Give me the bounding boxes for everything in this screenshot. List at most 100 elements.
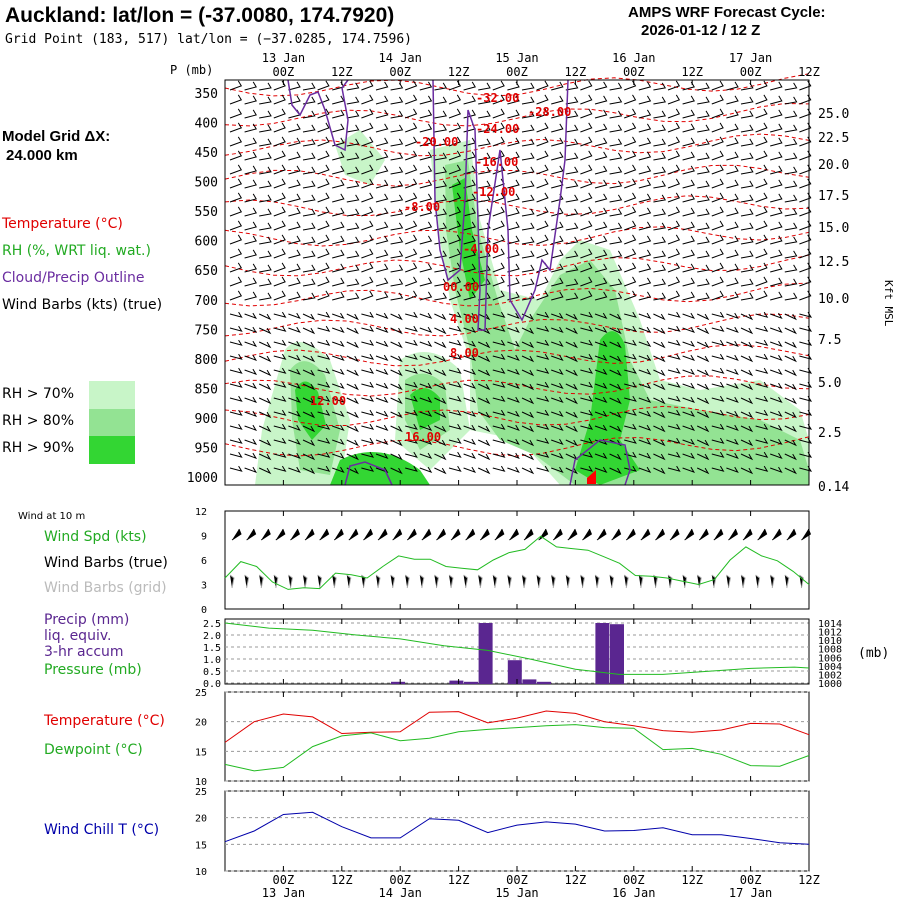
wind-barb <box>244 179 257 189</box>
wind-barb-10m <box>436 528 447 541</box>
wind-barb <box>375 410 389 418</box>
wind-barb <box>697 194 710 203</box>
wind-barb <box>492 108 505 119</box>
wind-barb-grid <box>565 574 571 589</box>
wind-barb <box>536 150 549 161</box>
wind-barb <box>273 395 287 402</box>
wind-barb <box>273 339 287 346</box>
wind-barb <box>346 194 360 203</box>
wind-barb <box>682 452 696 460</box>
wind-barb <box>755 108 768 119</box>
height-axis-label: Kft MSL <box>882 280 895 327</box>
wind-barb <box>653 327 666 335</box>
wind-barb <box>317 220 330 231</box>
temperature-contour <box>224 313 810 337</box>
wind-barb <box>726 109 739 119</box>
wind-barb <box>361 353 375 360</box>
wind-barb <box>726 249 739 259</box>
wind-barb <box>667 325 681 332</box>
wind-barb <box>770 291 783 301</box>
wind-barb-grid <box>492 574 498 589</box>
wind-barb <box>653 453 666 461</box>
wind-barb <box>740 124 754 133</box>
wind-barb <box>375 193 389 203</box>
wind-barb <box>492 423 506 430</box>
wind-barb <box>244 137 257 147</box>
wind-barb <box>361 381 375 388</box>
wind-barb <box>740 96 754 105</box>
wind-barb <box>653 369 666 377</box>
pressure-y-tick: 1008 <box>818 645 842 656</box>
wind-barb <box>638 396 652 404</box>
wind-barb-10m <box>406 528 417 541</box>
wind-barb <box>536 437 550 444</box>
wind-barb <box>507 137 520 147</box>
wind-barb <box>419 368 433 376</box>
wind-barb <box>375 354 389 362</box>
time-tick-bottom: 12Z <box>681 873 703 887</box>
wind-barb <box>390 369 403 377</box>
wind-barb <box>726 396 739 404</box>
wind-barb <box>784 110 798 119</box>
wind-barb <box>244 151 257 161</box>
windchill-y-tick: 10 <box>195 867 207 878</box>
wind-barb <box>434 425 447 433</box>
wind-barb <box>682 207 695 217</box>
wind-barb <box>565 208 579 217</box>
wind-barb <box>332 221 345 231</box>
wind-barb <box>302 222 316 231</box>
wind-speed-line <box>224 535 810 590</box>
wind-barb <box>551 312 564 320</box>
pressure-tick-label: 350 <box>195 87 218 102</box>
wind-barb <box>667 248 681 259</box>
wind-barb <box>682 277 695 287</box>
wind-barb <box>667 367 681 374</box>
wind10m-label: Wind at 10 m <box>18 511 86 522</box>
wind-barb <box>696 383 710 391</box>
wind-barb <box>609 425 622 433</box>
wind-barb <box>609 355 622 363</box>
wind-barb <box>244 291 257 301</box>
wind-barb <box>682 165 695 175</box>
wind-barb <box>405 339 418 346</box>
wind-barb <box>229 248 243 259</box>
day-label-bottom: 15 Jan <box>495 886 538 900</box>
wind-barb <box>740 264 754 273</box>
wind-barb <box>463 277 476 287</box>
wind-barb <box>521 341 535 349</box>
wind-barb <box>565 467 578 475</box>
temperature-contour-label: 4.00 <box>450 312 479 326</box>
wind-barb <box>229 395 243 402</box>
wind-barb-10m <box>421 528 432 541</box>
wind-barb <box>507 249 520 259</box>
wind-barb <box>492 248 505 259</box>
wind-barb <box>653 292 667 301</box>
grid-point-label: Grid Point (183, 517) lat/lon = (−37.028… <box>5 32 412 47</box>
wind-barb <box>463 424 477 432</box>
wind-barb <box>244 438 258 446</box>
wind-barb <box>288 438 301 446</box>
wind-barb <box>288 263 301 273</box>
wind-barb <box>536 234 549 245</box>
wind-barb <box>346 264 360 273</box>
wind-barb <box>375 249 389 259</box>
wind-barb <box>536 178 549 189</box>
wind-barb <box>638 438 652 446</box>
wind-barb <box>346 341 359 349</box>
wind-barb <box>624 108 637 119</box>
wind-barb <box>419 193 433 203</box>
pressure-tick-label: 550 <box>195 205 218 220</box>
wind-barb <box>448 192 462 203</box>
height-tick-label: 10.0 <box>818 292 849 307</box>
wind-barb <box>229 192 243 203</box>
temperature-contour-label: -32.00 <box>476 91 519 105</box>
pressure-tick-label: 850 <box>195 382 218 397</box>
wind-barb <box>711 108 724 119</box>
wind-barb <box>375 235 389 245</box>
wind-barb <box>332 179 345 189</box>
wind-barb-10m <box>669 528 680 541</box>
wind-barb <box>317 339 331 346</box>
wind-barb <box>346 138 360 147</box>
wind-barb <box>229 80 243 91</box>
wind-barb <box>565 152 579 161</box>
